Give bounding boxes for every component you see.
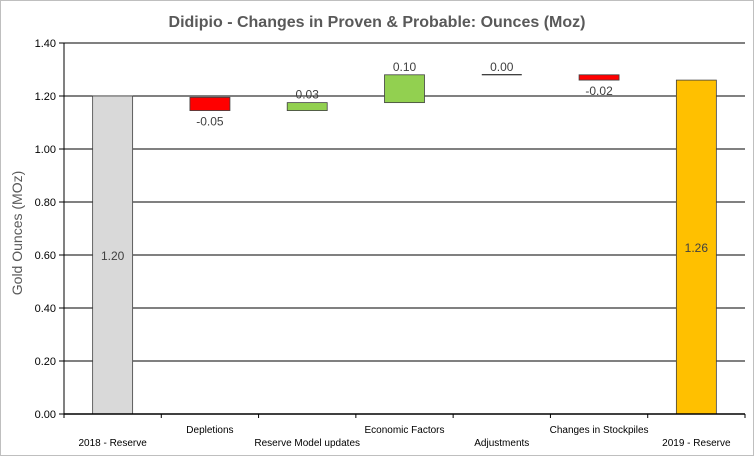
bar: [384, 74, 425, 104]
chart-title: Didipio - Changes in Proven & Probable: …: [169, 14, 586, 31]
bars: [92, 74, 717, 415]
bar: [286, 102, 328, 111]
x-tick-labels: 2018 - Reserve Depletions Reserve Model up…: [78, 425, 731, 449]
data-label: -0.02: [585, 84, 613, 98]
y-tick-labels: 0.00 0.20 0.40 0.60 0.80 1.00 1.20 1.40: [35, 38, 64, 421]
data-label: -0.05: [196, 115, 224, 129]
y-tick-label: 0.40: [35, 303, 56, 315]
y-tick-label: 0.00: [35, 409, 56, 421]
x-tick-label: Adjustments: [474, 438, 529, 449]
x-tick-label: Economic Factors: [364, 425, 444, 436]
bar: [189, 96, 231, 111]
y-tick-label: 1.00: [35, 144, 56, 156]
data-label: 0.00: [490, 60, 514, 74]
y-tick-label: 1.20: [35, 91, 56, 103]
bar: [578, 74, 620, 81]
x-tick-label: Changes in Stockpiles: [550, 425, 649, 436]
y-tick-label: 0.80: [35, 197, 56, 209]
data-labels: 1.20 -0.05 0.03 0.10 0.00 -0.02 1.26: [101, 60, 708, 263]
data-label: 0.03: [296, 88, 320, 102]
x-tick-label: 2018 - Reserve: [78, 438, 147, 449]
y-tick-label: 1.40: [35, 38, 56, 50]
y-tick-label: 0.60: [35, 250, 56, 262]
x-tick-label: Reserve Model updates: [254, 438, 360, 449]
x-tick-label: 2019 - Reserve: [662, 438, 731, 449]
bar: [92, 95, 134, 415]
y-axis-label: Gold Ounces (MOz): [9, 171, 25, 295]
data-label: 0.10: [393, 60, 417, 74]
x-tick-label: Depletions: [186, 425, 233, 436]
axes: [63, 43, 746, 418]
y-tick-label: 0.20: [35, 356, 56, 368]
data-label: 1.26: [685, 241, 709, 255]
data-label: 1.20: [101, 249, 125, 263]
